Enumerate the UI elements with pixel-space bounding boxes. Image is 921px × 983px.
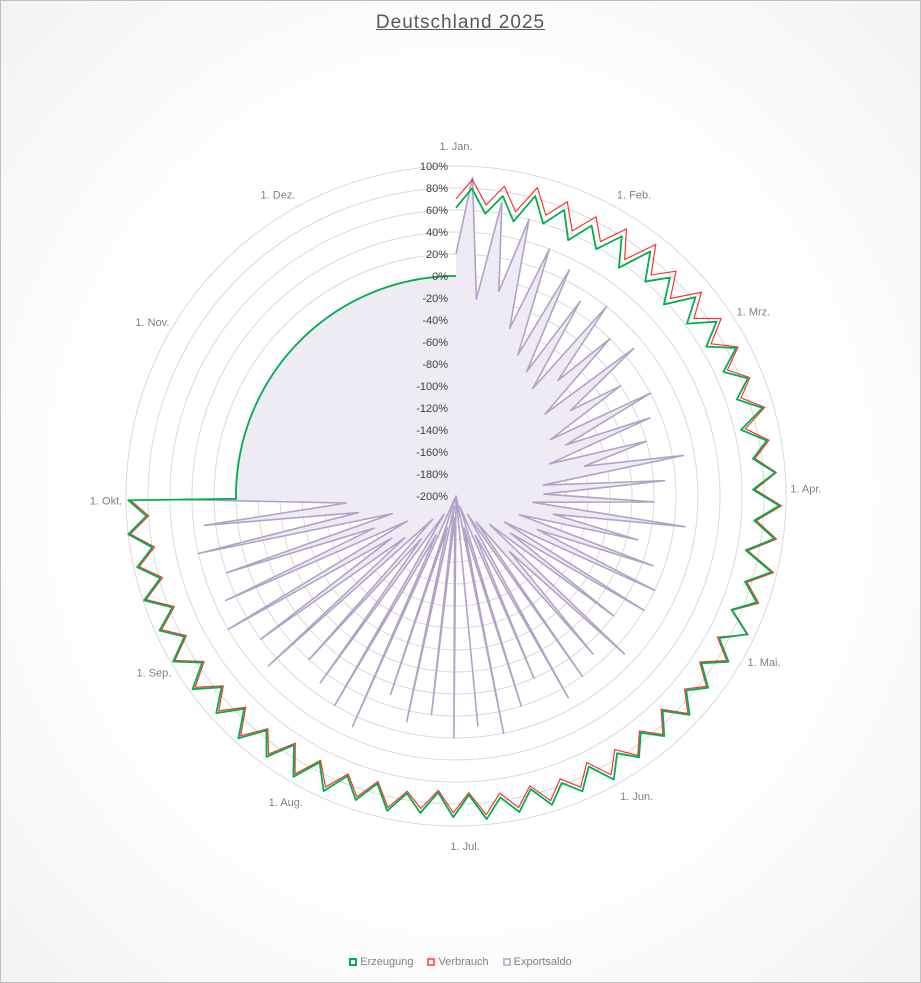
month-label: 1. Feb. (617, 190, 651, 202)
legend-item-erzeugung[interactable]: Erzeugung (349, 956, 413, 968)
radial-tick-label: -120% (416, 403, 448, 415)
exportsaldo-area (181, 177, 685, 738)
month-label: 1. Jun. (620, 791, 653, 803)
radial-tick-label: 80% (426, 183, 448, 195)
radial-tick-label: 20% (426, 249, 448, 261)
gridline (125, 165, 787, 827)
radial-tick-label: -60% (422, 337, 448, 349)
month-label: 1. Dez. (261, 190, 296, 202)
radial-tick-label: -200% (416, 491, 448, 503)
legend-swatch (349, 958, 358, 966)
radial-tick-label: 40% (426, 227, 448, 239)
radial-tick-label: 60% (426, 205, 448, 217)
gridline (169, 209, 743, 783)
month-label: 1. Jul. (450, 841, 479, 853)
month-label: 1. Nov. (135, 317, 169, 329)
month-label: 1. Apr. (790, 483, 821, 495)
legend: Erzeugung Verbrauch Exportsaldo (0, 956, 921, 968)
legend-item-exportsaldo[interactable]: Exportsaldo (502, 956, 572, 968)
gridline (191, 231, 721, 761)
month-label: 1. Jan. (439, 141, 472, 153)
radial-tick-label: -20% (422, 293, 448, 305)
legend-label: Verbrauch (438, 956, 489, 968)
month-label: 1. Sep. (136, 668, 171, 680)
legend-label: Exportsaldo (513, 956, 572, 968)
radial-tick-label: -180% (416, 469, 448, 481)
month-label: 1. Okt. (90, 496, 122, 508)
radial-tick-label: 100% (420, 161, 448, 173)
legend-swatch (427, 958, 436, 966)
radial-tick-label: -100% (416, 381, 448, 393)
legend-item-verbrauch[interactable]: Verbrauch (427, 956, 489, 968)
legend-label: Erzeugung (360, 956, 414, 968)
legend-swatch (502, 958, 511, 966)
radial-tick-label: -80% (422, 359, 448, 371)
chart-title: Deutschland 2025 (375, 12, 546, 33)
radial-tick-label: -160% (416, 447, 448, 459)
radial-tick-label: -40% (422, 315, 448, 327)
erzeugung-line (127, 187, 781, 820)
radial-tick-label: -140% (416, 425, 448, 437)
month-label: 1. Mrz. (737, 307, 771, 319)
radial-tick-label: 0% (432, 271, 448, 283)
month-label: 1. Aug. (269, 797, 303, 809)
month-label: 1. Mai. (747, 657, 780, 669)
